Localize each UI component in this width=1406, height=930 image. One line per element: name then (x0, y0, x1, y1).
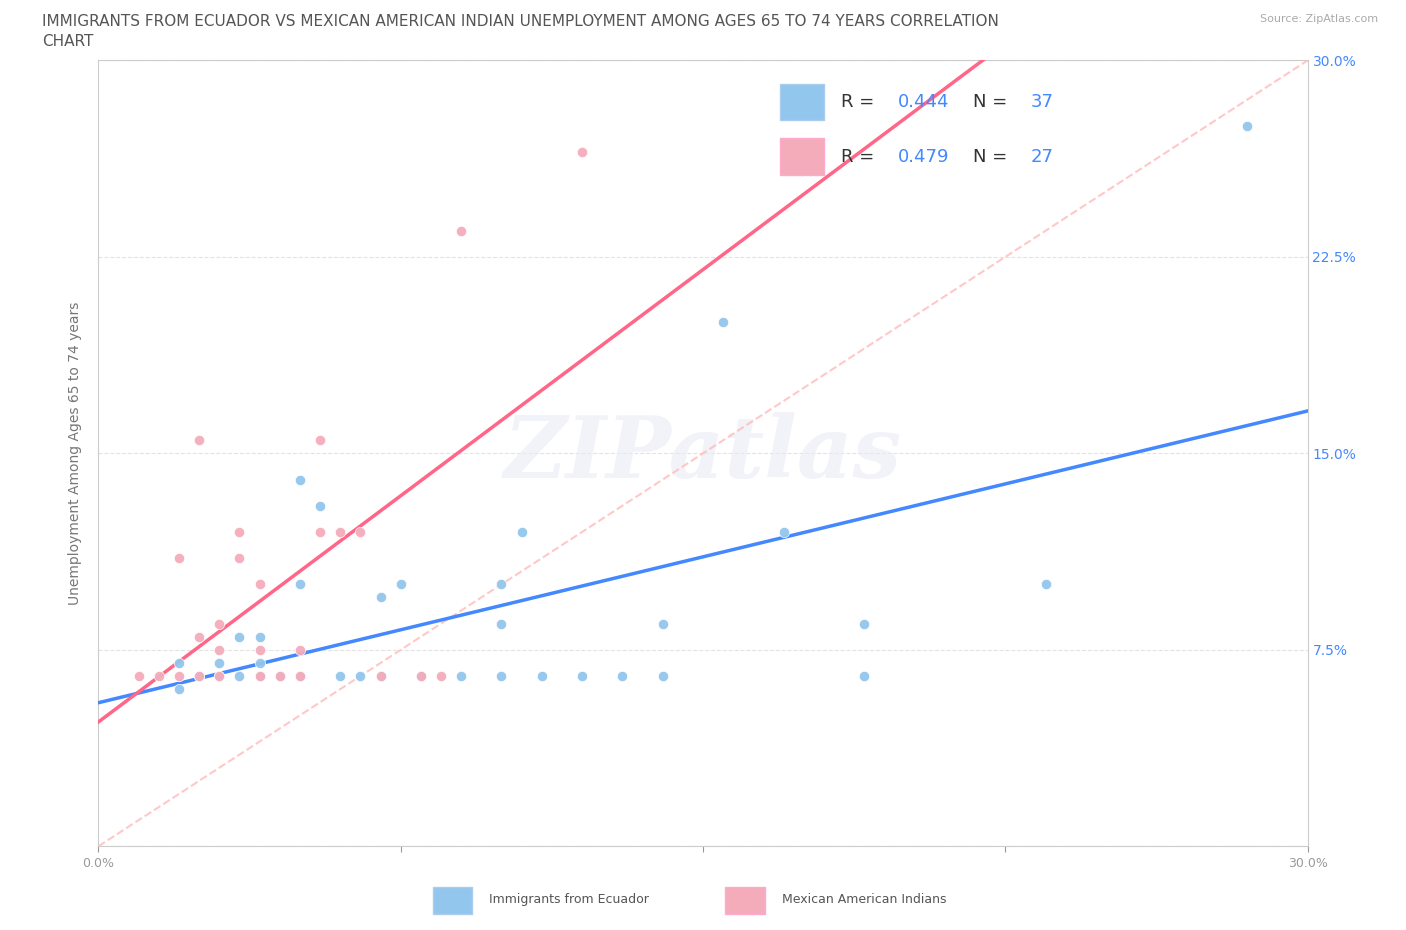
Point (148, 669, 170, 684)
Point (167, 551, 190, 565)
Text: ZIPatlas: ZIPatlas (503, 412, 903, 495)
Point (249, 669, 271, 684)
Point (329, 669, 352, 684)
Point (612, 669, 634, 684)
Point (167, 656, 190, 671)
Point (349, 525, 371, 539)
Point (228, 551, 250, 565)
Point (208, 643, 231, 658)
Point (571, 145, 593, 160)
Point (1035, 577, 1057, 591)
Point (309, 525, 332, 539)
Point (491, 577, 513, 591)
Point (249, 669, 271, 684)
Point (188, 669, 211, 684)
Point (208, 669, 231, 684)
Point (409, 669, 432, 684)
Text: IMMIGRANTS FROM ECUADOR VS MEXICAN AMERICAN INDIAN UNEMPLOYMENT AMONG AGES 65 TO: IMMIGRANTS FROM ECUADOR VS MEXICAN AMERI… (42, 14, 1000, 29)
Point (208, 617, 231, 631)
Point (510, 525, 533, 539)
Point (772, 525, 794, 539)
Point (651, 669, 673, 684)
Point (288, 472, 311, 487)
Point (288, 669, 311, 684)
FancyBboxPatch shape (725, 887, 765, 914)
Point (249, 656, 271, 671)
Point (269, 669, 291, 684)
Point (228, 525, 250, 539)
Point (491, 617, 513, 631)
Point (409, 669, 432, 684)
Point (853, 669, 876, 684)
Point (269, 669, 291, 684)
Point (370, 669, 392, 684)
Point (208, 656, 231, 671)
Point (208, 669, 231, 684)
Point (167, 682, 190, 697)
Point (711, 315, 734, 330)
Point (309, 498, 332, 513)
Point (853, 617, 876, 631)
Point (370, 669, 392, 684)
Text: Immigrants from Ecuador: Immigrants from Ecuador (489, 894, 650, 906)
Point (288, 669, 311, 684)
Point (188, 669, 211, 684)
Text: CHART: CHART (42, 34, 94, 49)
Point (450, 223, 472, 238)
FancyBboxPatch shape (433, 887, 472, 914)
Point (128, 669, 150, 684)
Point (288, 577, 311, 591)
Point (370, 590, 392, 604)
Point (349, 669, 371, 684)
Point (651, 617, 673, 631)
Point (430, 669, 453, 684)
Point (571, 669, 593, 684)
Point (288, 643, 311, 658)
Point (1236, 118, 1258, 133)
Point (228, 669, 250, 684)
Text: Mexican American Indians: Mexican American Indians (782, 894, 946, 906)
Point (249, 630, 271, 644)
Text: Source: ZipAtlas.com: Source: ZipAtlas.com (1260, 14, 1378, 24)
Point (188, 432, 211, 447)
Point (228, 630, 250, 644)
Point (329, 525, 352, 539)
Point (450, 669, 472, 684)
Point (188, 630, 211, 644)
Point (491, 669, 513, 684)
Point (249, 577, 271, 591)
Point (389, 577, 412, 591)
Point (309, 432, 332, 447)
Point (167, 669, 190, 684)
Point (249, 643, 271, 658)
Point (530, 669, 553, 684)
Y-axis label: Unemployment Among Ages 65 to 74 years: Unemployment Among Ages 65 to 74 years (69, 301, 83, 605)
